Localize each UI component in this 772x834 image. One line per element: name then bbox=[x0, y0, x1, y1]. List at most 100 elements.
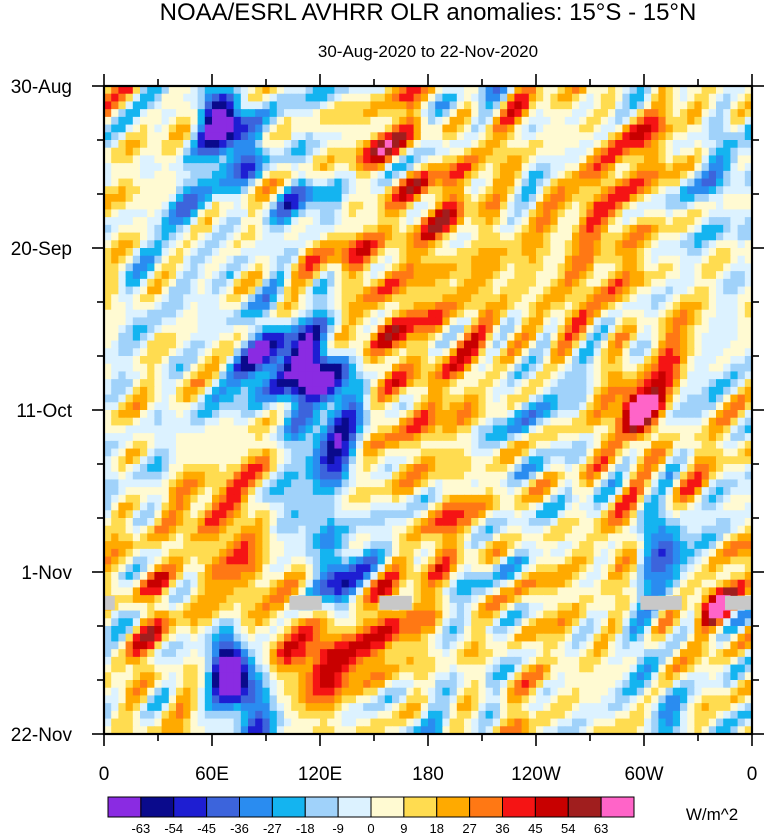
heatmap-cell bbox=[550, 224, 559, 234]
heatmap-cell bbox=[708, 402, 717, 411]
heatmap-cell bbox=[176, 356, 184, 365]
heatmap-cell bbox=[636, 309, 645, 319]
heatmap-cell bbox=[478, 170, 487, 180]
heatmap-cell bbox=[132, 101, 141, 110]
heatmap-cell bbox=[377, 248, 386, 257]
heatmap-cell bbox=[737, 340, 746, 349]
heatmap-cell bbox=[658, 93, 667, 103]
heatmap-cell bbox=[528, 278, 537, 288]
heatmap-cell bbox=[384, 93, 393, 103]
heatmap-cell bbox=[658, 116, 667, 126]
heatmap-cell bbox=[305, 348, 314, 357]
heatmap-cell bbox=[478, 425, 487, 434]
heatmap-cell bbox=[716, 402, 724, 411]
heatmap-cell bbox=[233, 464, 242, 473]
heatmap-cell bbox=[543, 155, 551, 164]
heatmap-cell bbox=[744, 271, 752, 280]
heatmap-cell bbox=[485, 309, 494, 319]
heatmap-cell bbox=[327, 178, 335, 187]
heatmap-cell bbox=[176, 286, 184, 295]
heatmap-cell bbox=[572, 155, 580, 164]
heatmap-cell bbox=[464, 317, 472, 326]
heatmap-cell bbox=[615, 232, 623, 241]
heatmap-cell bbox=[176, 494, 184, 504]
heatmap-cell bbox=[528, 340, 537, 349]
heatmap-cell bbox=[226, 363, 235, 373]
heatmap-cell bbox=[240, 371, 249, 380]
heatmap-cell bbox=[708, 278, 717, 288]
heatmap-cell bbox=[298, 340, 307, 349]
heatmap-cell bbox=[622, 402, 631, 411]
heatmap-cell bbox=[370, 178, 379, 187]
heatmap-cell bbox=[197, 217, 206, 226]
heatmap-cell bbox=[701, 271, 710, 280]
heatmap-cell bbox=[327, 425, 335, 434]
heatmap-cell bbox=[197, 456, 206, 465]
heatmap-cell bbox=[190, 163, 199, 172]
heatmap-cell bbox=[269, 194, 278, 203]
heatmap-cell bbox=[500, 232, 508, 241]
heatmap-cell bbox=[255, 348, 263, 357]
heatmap-cell bbox=[240, 178, 249, 187]
heatmap-cell bbox=[226, 124, 235, 133]
heatmap-cell bbox=[428, 124, 436, 133]
heatmap-cell bbox=[305, 178, 314, 187]
heatmap-cell bbox=[147, 194, 155, 203]
heatmap-cell bbox=[269, 440, 278, 450]
heatmap-cell bbox=[327, 510, 335, 519]
heatmap-cell bbox=[665, 425, 674, 434]
heatmap-cell bbox=[543, 448, 551, 457]
heatmap-cell bbox=[118, 178, 127, 187]
heatmap-cell bbox=[118, 194, 127, 203]
heatmap-cell bbox=[456, 417, 465, 427]
heatmap-cell bbox=[204, 217, 213, 226]
heatmap-cell bbox=[622, 456, 631, 465]
heatmap-cell bbox=[600, 255, 609, 265]
heatmap-cell bbox=[147, 340, 155, 349]
heatmap-cell bbox=[291, 140, 299, 149]
heatmap-cell bbox=[262, 271, 271, 280]
heatmap-cell bbox=[586, 356, 595, 365]
heatmap-cell bbox=[384, 224, 393, 234]
heatmap-cell bbox=[233, 302, 242, 311]
heatmap-cell bbox=[125, 487, 134, 496]
heatmap-cell bbox=[132, 340, 141, 349]
heatmap-cell bbox=[413, 124, 422, 133]
heatmap-cell bbox=[233, 240, 242, 249]
heatmap-cell bbox=[356, 433, 364, 442]
heatmap-cell bbox=[363, 479, 371, 488]
heatmap-cell bbox=[593, 410, 602, 419]
heatmap-cell bbox=[500, 170, 508, 180]
heatmap-cell bbox=[420, 147, 429, 157]
heatmap-cell bbox=[536, 371, 544, 380]
heatmap-cell bbox=[672, 263, 681, 272]
heatmap-cell bbox=[406, 86, 415, 95]
heatmap-cell bbox=[600, 217, 609, 226]
heatmap-cell bbox=[305, 217, 314, 226]
heatmap-cell bbox=[672, 201, 681, 211]
heatmap-cell bbox=[111, 255, 119, 265]
heatmap-cell bbox=[528, 471, 537, 481]
heatmap-cell bbox=[557, 232, 566, 241]
heatmap-cell bbox=[377, 394, 386, 403]
heatmap-cell bbox=[521, 224, 530, 234]
heatmap-cell bbox=[284, 302, 292, 311]
heatmap-cell bbox=[104, 394, 112, 403]
heatmap-cell bbox=[219, 417, 227, 427]
heatmap-cell bbox=[586, 471, 595, 481]
heatmap-cell bbox=[478, 402, 487, 411]
heatmap-cell bbox=[226, 147, 235, 157]
heatmap-cell bbox=[564, 224, 573, 234]
heatmap-cell bbox=[471, 317, 479, 326]
heatmap-cell bbox=[708, 410, 717, 419]
heatmap-cell bbox=[406, 232, 415, 241]
heatmap-cell bbox=[644, 425, 652, 434]
heatmap-cell bbox=[665, 132, 674, 141]
heatmap-cell bbox=[658, 278, 667, 288]
heatmap-cell bbox=[658, 286, 667, 295]
heatmap-cell bbox=[442, 379, 451, 388]
heatmap-cell bbox=[226, 494, 235, 504]
heatmap-cell bbox=[370, 186, 379, 195]
heatmap-cell bbox=[507, 170, 515, 180]
heatmap-cell bbox=[478, 363, 487, 373]
